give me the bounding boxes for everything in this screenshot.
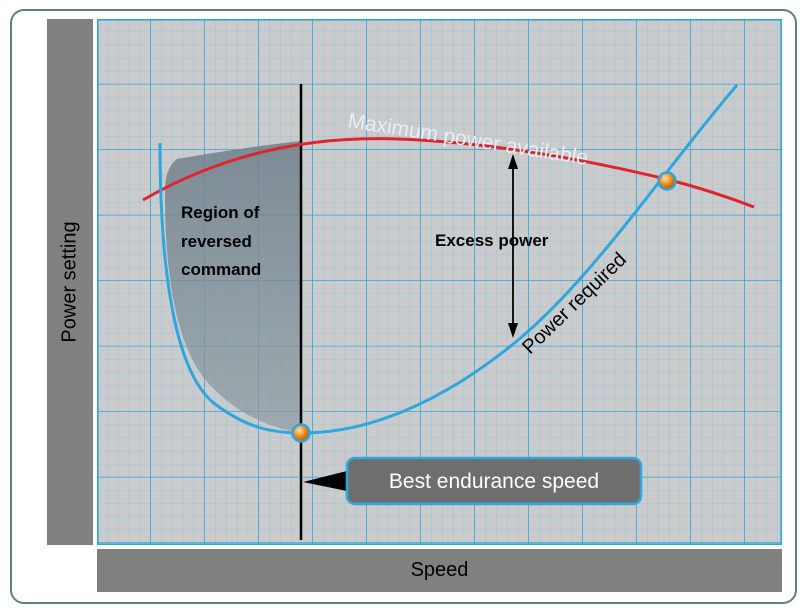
region-label-line1: Region of <box>181 203 260 222</box>
y-axis-label-bar <box>47 19 93 545</box>
power-required-curve <box>158 84 739 435</box>
x-axis-label: Speed <box>410 559 469 581</box>
max-power-curve <box>142 137 755 209</box>
power-curve-diagram: Maximum power available Power required E… <box>97 19 782 545</box>
max-speed-marker <box>657 171 677 191</box>
x-axis-label-bar: Speed <box>97 549 782 592</box>
callout-label: Best endurance speed <box>389 470 599 493</box>
excess-power-arrowhead-down <box>508 323 518 338</box>
excess-power-arrowhead-up <box>508 154 518 169</box>
best-endurance-marker <box>291 423 311 443</box>
reversed-command-region <box>164 141 301 433</box>
grid-border <box>97 19 782 545</box>
excess-power-label: Excess power <box>435 231 549 250</box>
callout-box <box>345 456 643 506</box>
region-label-line2: reversed <box>181 232 252 251</box>
region-label-line3: command <box>181 260 261 279</box>
callout-pointer <box>303 471 347 491</box>
y-axis-label: Power setting <box>58 221 81 343</box>
